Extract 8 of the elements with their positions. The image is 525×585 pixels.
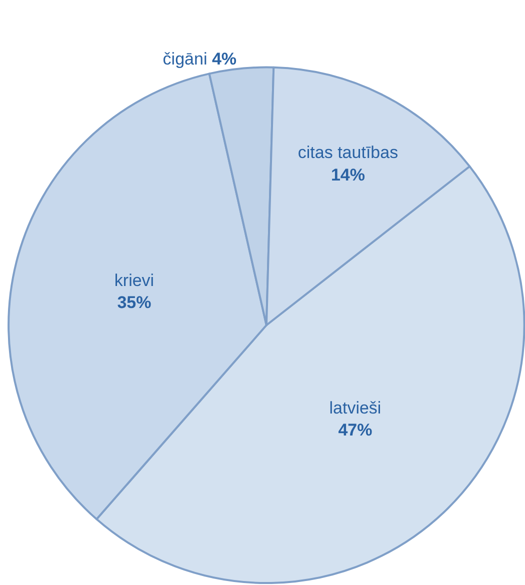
data-label: 14% xyxy=(330,165,365,184)
data-label: 4% xyxy=(212,50,237,69)
data-label: 35% xyxy=(117,293,152,312)
slice-label: krievi xyxy=(114,271,154,290)
slice-label: latvieši xyxy=(329,398,382,418)
slice-label: čigāni xyxy=(162,50,208,69)
data-label: 47% xyxy=(338,420,372,440)
slice-label: citas tautības xyxy=(298,143,398,162)
